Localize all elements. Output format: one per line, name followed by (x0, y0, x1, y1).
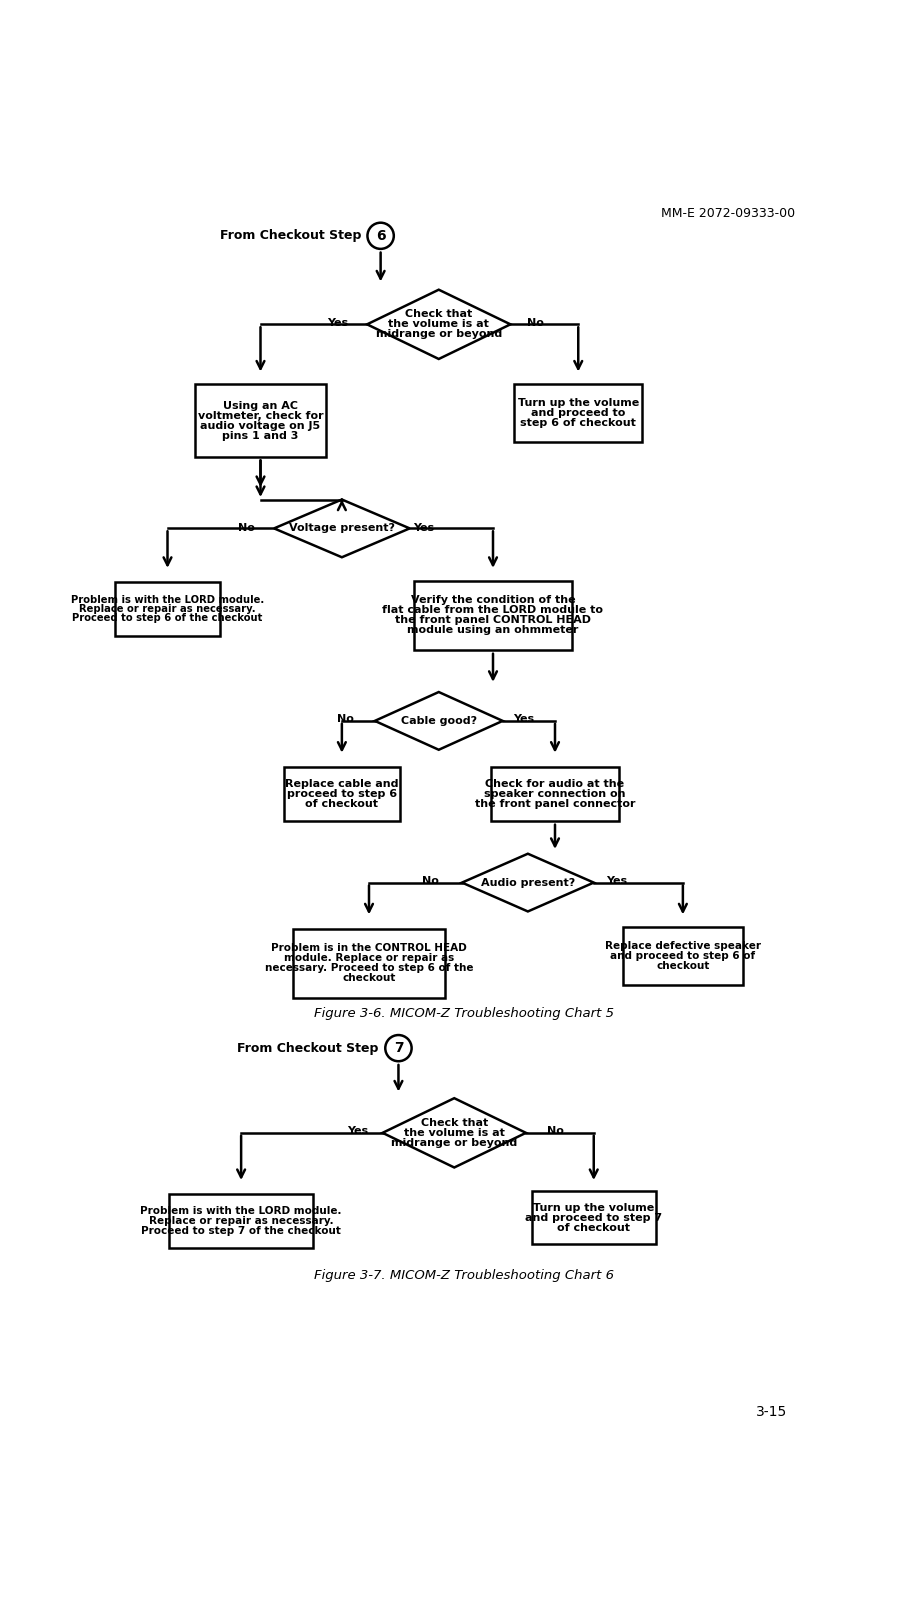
Text: No: No (546, 1127, 564, 1136)
Text: voltmeter, check for: voltmeter, check for (198, 411, 323, 421)
Text: Problem is in the CONTROL HEAD: Problem is in the CONTROL HEAD (271, 943, 467, 953)
Text: Yes: Yes (327, 318, 349, 327)
Text: the volume is at: the volume is at (389, 319, 489, 329)
Text: Problem is with the LORD module.: Problem is with the LORD module. (71, 595, 265, 604)
Text: of checkout: of checkout (557, 1222, 631, 1233)
Polygon shape (382, 1098, 526, 1167)
Text: Proceed to step 7 of the checkout: Proceed to step 7 of the checkout (141, 1227, 341, 1236)
Text: midrange or beyond: midrange or beyond (391, 1138, 517, 1148)
Text: No: No (527, 318, 545, 327)
Bar (622, 927, 743, 985)
Text: Turn up the volume: Turn up the volume (533, 1203, 654, 1212)
Bar (294, 929, 445, 998)
Text: pins 1 and 3: pins 1 and 3 (222, 430, 299, 440)
Text: step 6 of checkout: step 6 of checkout (520, 418, 636, 427)
Text: and proceed to: and proceed to (531, 408, 625, 418)
Text: Check for audio at the: Check for audio at the (486, 779, 624, 788)
Polygon shape (462, 854, 593, 911)
Text: the volume is at: the volume is at (404, 1128, 505, 1138)
Text: checkout: checkout (656, 961, 709, 970)
Text: Check that: Check that (405, 310, 472, 319)
Ellipse shape (385, 1035, 411, 1061)
Text: Turn up the volume: Turn up the volume (517, 398, 639, 408)
Polygon shape (375, 692, 503, 750)
Bar (532, 1191, 656, 1244)
Text: flat cable from the LORD module to: flat cable from the LORD module to (382, 606, 603, 616)
Bar (115, 582, 220, 637)
Polygon shape (367, 290, 510, 359)
Text: Using an AC: Using an AC (223, 400, 298, 411)
Text: Problem is with the LORD module.: Problem is with the LORD module. (140, 1206, 342, 1217)
Bar (515, 384, 642, 442)
Polygon shape (274, 500, 410, 558)
Text: and proceed to step 6 of: and proceed to step 6 of (611, 951, 756, 961)
Bar (169, 1194, 313, 1248)
Bar (413, 580, 573, 650)
Text: Figure 3-7. MICOM-Z Troubleshooting Chart 6: Figure 3-7. MICOM-Z Troubleshooting Char… (314, 1269, 614, 1282)
Text: From Checkout Step: From Checkout Step (220, 229, 361, 242)
Text: checkout: checkout (342, 974, 396, 983)
Text: From Checkout Step: From Checkout Step (237, 1041, 379, 1054)
Text: module. Replace or repair as: module. Replace or repair as (284, 953, 454, 964)
Text: of checkout: of checkout (305, 800, 379, 809)
Ellipse shape (368, 222, 394, 248)
Text: No: No (238, 524, 255, 534)
Text: Replace cable and: Replace cable and (285, 779, 399, 788)
Text: Verify the condition of the: Verify the condition of the (410, 595, 575, 606)
Text: the front panel connector: the front panel connector (475, 800, 635, 809)
Text: Audio present?: Audio present? (481, 877, 575, 888)
Bar (491, 767, 619, 821)
Text: 6: 6 (376, 229, 385, 243)
Text: Voltage present?: Voltage present? (289, 524, 395, 534)
Text: the front panel CONTROL HEAD: the front panel CONTROL HEAD (395, 616, 591, 625)
Text: Yes: Yes (514, 714, 535, 724)
Text: No: No (422, 875, 439, 887)
Text: Figure 3-6. MICOM-Z Troubleshooting Chart 5: Figure 3-6. MICOM-Z Troubleshooting Char… (314, 1008, 614, 1020)
Text: midrange or beyond: midrange or beyond (376, 329, 502, 340)
Text: Cable good?: Cable good? (400, 716, 477, 725)
Text: 3-15: 3-15 (757, 1406, 787, 1419)
Bar (284, 767, 400, 821)
Text: Proceed to step 6 of the checkout: Proceed to step 6 of the checkout (72, 614, 263, 624)
Text: Yes: Yes (347, 1127, 368, 1136)
Bar (195, 384, 326, 458)
Text: Replace or repair as necessary.: Replace or repair as necessary. (149, 1217, 333, 1227)
Text: Yes: Yes (413, 524, 434, 534)
Text: No: No (337, 714, 353, 724)
Text: Replace defective speaker: Replace defective speaker (605, 941, 761, 951)
Text: MM-E 2072-09333-00: MM-E 2072-09333-00 (661, 208, 795, 221)
Text: proceed to step 6: proceed to step 6 (287, 788, 397, 800)
Text: 7: 7 (393, 1041, 403, 1056)
Text: module using an ohmmeter: module using an ohmmeter (408, 625, 579, 635)
Text: and proceed to step 7: and proceed to step 7 (525, 1212, 662, 1222)
Text: speaker connection on: speaker connection on (484, 788, 626, 800)
Text: Check that: Check that (420, 1117, 487, 1128)
Text: audio voltage on J5: audio voltage on J5 (200, 421, 321, 430)
Text: Replace or repair as necessary.: Replace or repair as necessary. (79, 604, 255, 614)
Text: Yes: Yes (606, 875, 628, 887)
Text: necessary. Proceed to step 6 of the: necessary. Proceed to step 6 of the (265, 964, 473, 974)
